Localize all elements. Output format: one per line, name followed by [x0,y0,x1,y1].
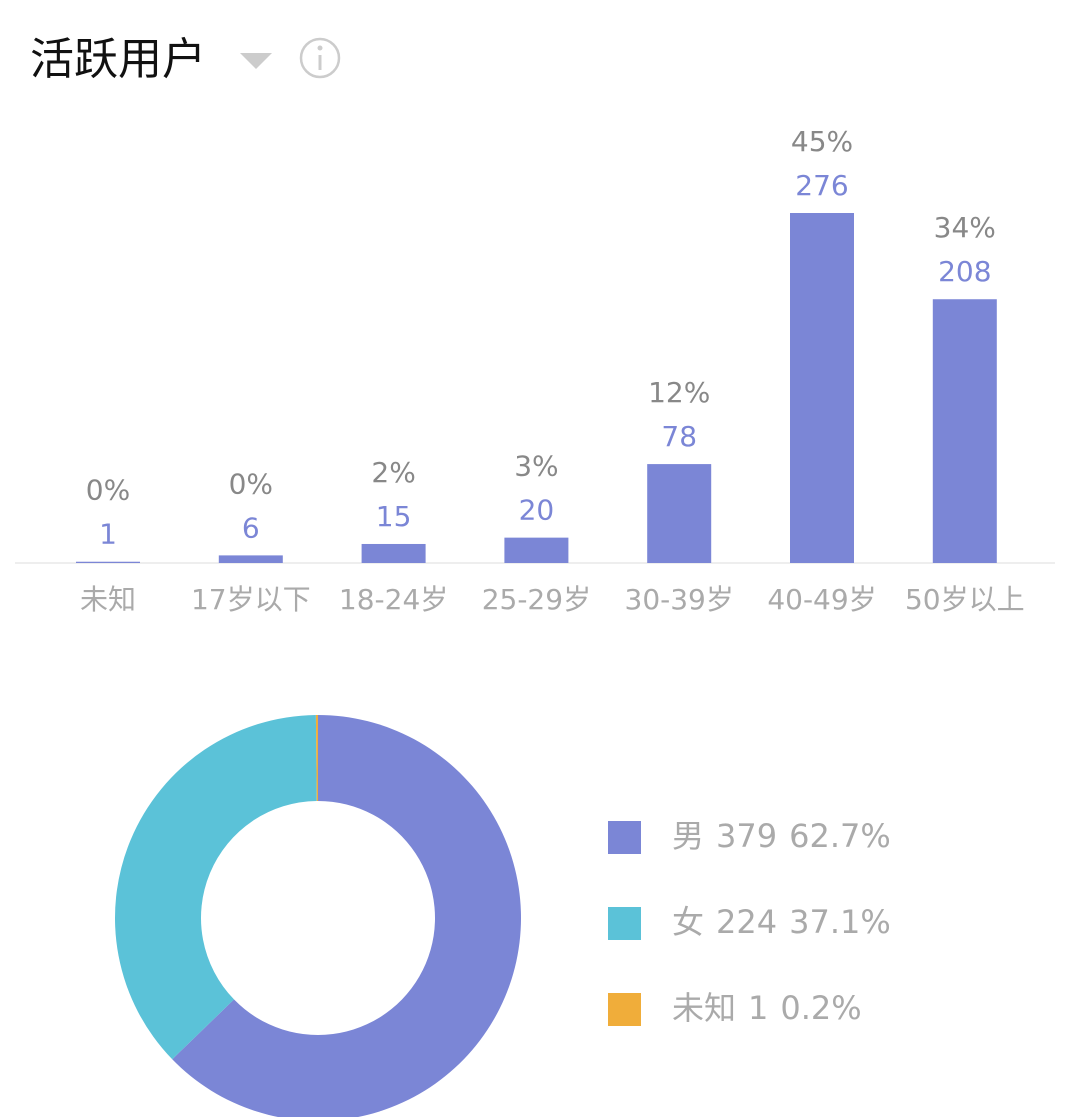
legend-count: 1 [748,989,768,1027]
value-label: 15 [376,500,412,533]
x-tick-label: 30-39岁 [625,583,734,616]
bar [361,543,426,563]
share-label: 2% [371,456,415,489]
bar [932,299,997,563]
legend-entry: 女 224 37.1% [672,903,891,941]
bar [790,213,854,563]
share-label: 45% [791,125,853,158]
x-tick-label: 40-49岁 [767,583,876,616]
share-label: 3% [514,450,558,483]
info-dot [317,45,323,51]
legend-entry: 未知 1 0.2% [672,989,862,1027]
value-label: 276 [795,169,848,202]
x-tick-label: 50岁以上 [905,583,1025,616]
x-tick-label: 未知 [80,583,136,616]
value-label: 78 [661,420,697,453]
legend-name: 男 [672,817,704,855]
legend-percent: 62.7% [789,817,891,855]
x-tick-label: 18-24岁 [339,583,448,616]
legend-count: 224 [716,903,777,941]
legend-swatch [608,993,641,1026]
share-label: 0% [86,474,130,507]
value-label: 208 [938,255,991,288]
legend-percent: 0.2% [780,989,861,1027]
donut-slice [172,715,521,1117]
donut-slice [315,714,318,802]
legend-swatch [608,821,641,854]
legend-percent: 37.1% [789,903,891,941]
value-label: 20 [519,494,555,527]
share-label: 12% [648,376,710,409]
legend-swatch [608,907,641,940]
donut-slice [114,715,317,1060]
value-label: 6 [242,511,260,544]
dropdown-arrow[interactable] [240,53,272,69]
share-label: 34% [934,211,996,244]
value-label: 1 [99,518,117,551]
legend-name: 未知 [672,989,736,1027]
bar [504,537,569,563]
share-label: 0% [229,467,273,500]
info-circle [299,37,341,79]
legend-entry: 男 379 62.7% [672,817,891,855]
info-icon[interactable] [299,37,341,79]
x-tick-label: 17岁以下 [191,583,311,616]
bar [647,464,712,563]
bar [218,555,283,563]
legend-name: 女 [672,903,704,941]
x-tick-label: 25-29岁 [482,583,591,616]
legend-count: 379 [716,817,777,855]
page-title: 活跃用户 [30,34,206,85]
bar [76,561,140,563]
